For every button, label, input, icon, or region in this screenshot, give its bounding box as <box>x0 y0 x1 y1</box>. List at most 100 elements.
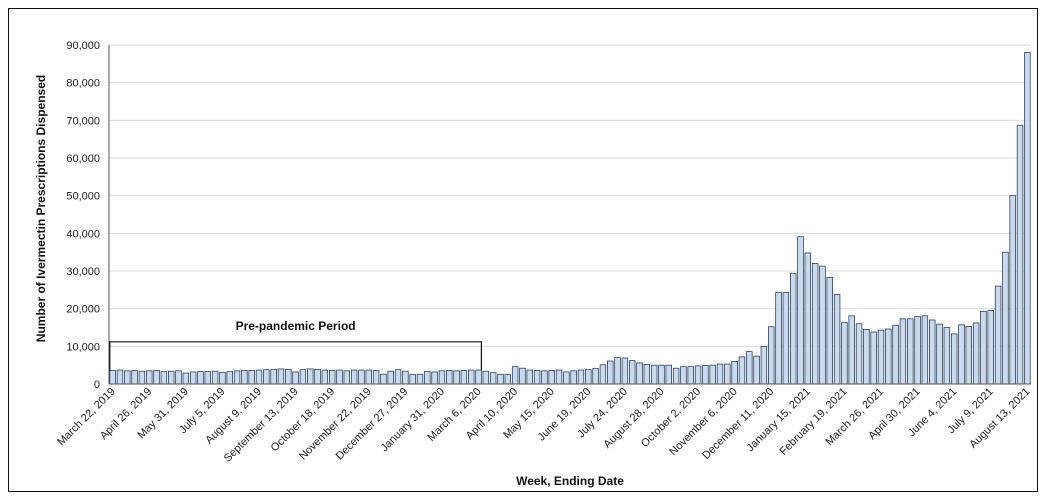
bar <box>563 371 570 385</box>
y-tick-label: 70,000 <box>66 115 100 127</box>
bar <box>768 326 775 385</box>
y-tick-label: 40,000 <box>66 228 100 240</box>
bar-series <box>109 52 1031 385</box>
bar <box>877 329 885 385</box>
bar <box>665 364 672 385</box>
bar <box>621 357 629 385</box>
bar <box>350 369 358 385</box>
bar <box>672 367 680 385</box>
bar <box>460 370 468 385</box>
bar <box>299 369 307 385</box>
bar <box>636 362 643 385</box>
bar <box>680 366 687 385</box>
bar <box>541 370 548 385</box>
bar <box>994 285 1002 385</box>
axes <box>108 45 1031 385</box>
x-tick-label: February 19, 2021 <box>777 386 849 458</box>
bar <box>628 360 636 385</box>
bar <box>358 369 365 385</box>
bar <box>285 368 292 385</box>
bar <box>819 265 826 385</box>
bar <box>489 372 497 385</box>
y-tick-labels: 0 10,000 20,000 30,000 40,000 50,000 60,000 70,… <box>66 40 100 391</box>
grid-lines <box>109 44 1031 385</box>
bar <box>592 368 599 385</box>
bar <box>175 370 182 385</box>
bar <box>416 373 424 385</box>
bar <box>328 370 336 385</box>
bar <box>907 318 914 385</box>
bar <box>570 370 577 385</box>
bar <box>797 236 804 385</box>
bar <box>855 323 863 385</box>
bar <box>899 318 907 385</box>
y-tick-label: 0 <box>94 379 100 391</box>
bar <box>709 364 716 385</box>
x-tick-label: January 15, 2021 <box>744 386 813 455</box>
chart-frame: 0 10,000 20,000 30,000 40,000 50,000 60,000 70,… <box>8 8 1038 492</box>
pre-pandemic-bracket <box>109 341 482 371</box>
bar <box>914 316 921 385</box>
bar <box>694 365 702 385</box>
bar <box>189 371 197 385</box>
bar <box>394 369 402 385</box>
bar <box>160 371 168 385</box>
bar <box>131 370 138 385</box>
bar <box>475 369 482 385</box>
bar <box>950 333 958 385</box>
bar <box>965 326 973 385</box>
bar <box>438 370 446 385</box>
bar <box>555 369 563 385</box>
bar <box>811 263 819 385</box>
bar <box>1024 52 1031 385</box>
bar <box>1009 195 1016 385</box>
bar <box>167 370 175 385</box>
bar <box>607 360 614 385</box>
x-tick-label: January 31, 2020 <box>378 386 447 455</box>
bar <box>1016 124 1024 385</box>
bar <box>402 370 409 385</box>
bar <box>343 370 351 385</box>
bar <box>826 277 833 385</box>
bar <box>526 369 533 385</box>
bar <box>146 370 153 385</box>
bar <box>833 294 841 385</box>
bar <box>980 310 987 385</box>
annotation: Pre-pandemic Period <box>109 319 482 371</box>
bar <box>380 373 387 385</box>
bar <box>585 369 592 385</box>
bar <box>892 324 899 385</box>
bar <box>233 370 241 385</box>
bar <box>431 371 438 385</box>
bar <box>987 310 994 385</box>
bar <box>519 367 526 385</box>
bar-chart: 0 10,000 20,000 30,000 40,000 50,000 60,000 70,… <box>34 40 1032 488</box>
y-tick-label: 80,000 <box>66 78 100 90</box>
bar <box>314 368 321 385</box>
bar <box>263 369 270 385</box>
bar <box>943 327 951 385</box>
x-tick-label: October 18, 2019 <box>269 386 338 455</box>
bar <box>241 370 248 385</box>
bar <box>365 369 372 385</box>
y-axis-title: Number of Ivermectin Prescriptions Dispe… <box>34 75 48 342</box>
bar <box>760 345 768 385</box>
bar <box>929 319 936 385</box>
bar <box>921 315 929 385</box>
bar <box>482 370 490 385</box>
bar <box>848 315 855 385</box>
bar <box>387 370 394 385</box>
bar <box>255 369 263 385</box>
bar <box>841 322 848 385</box>
bar <box>197 371 204 385</box>
bar <box>716 363 724 385</box>
bar <box>497 373 504 385</box>
bar <box>775 292 782 385</box>
bar <box>782 292 790 385</box>
y-tick-label: 10,000 <box>66 341 100 353</box>
bar <box>116 369 124 385</box>
bar <box>424 371 431 385</box>
y-tick-label: 50,000 <box>66 191 100 203</box>
bar <box>468 369 475 385</box>
